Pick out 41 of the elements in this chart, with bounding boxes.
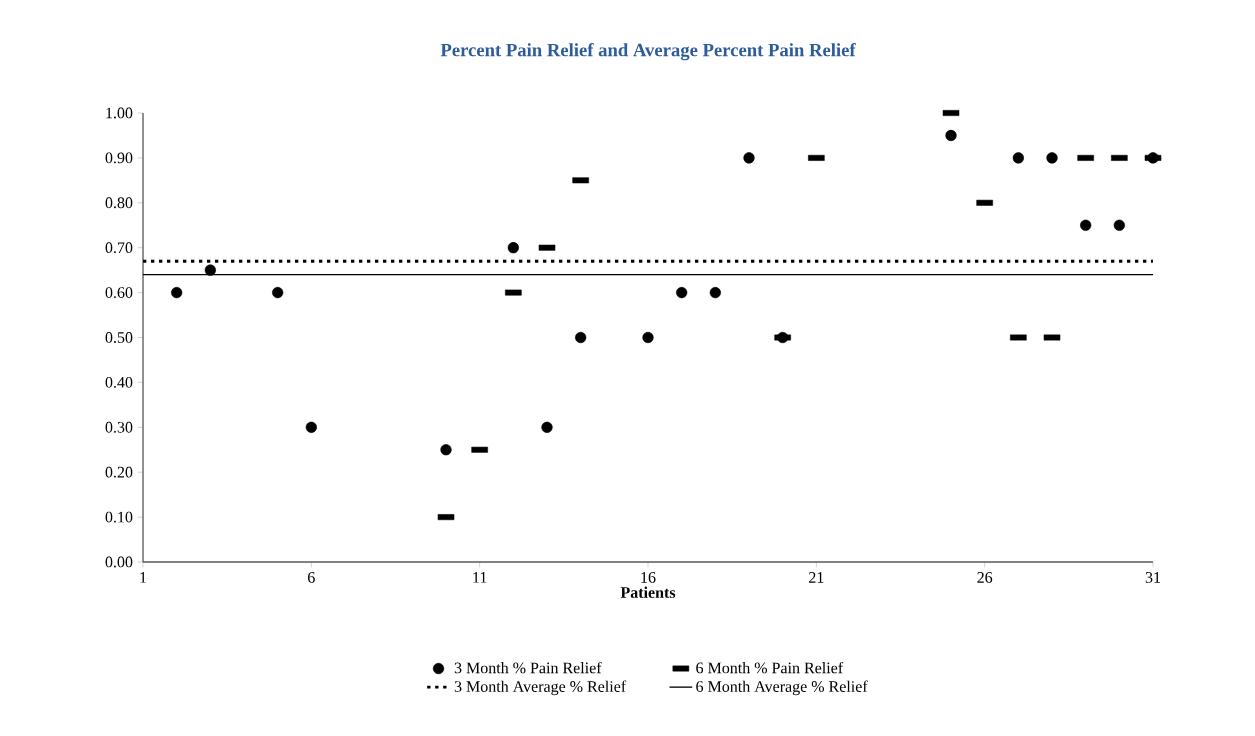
y-tick-label: 0.20 [105,466,133,478]
point [1080,219,1092,231]
x-tick-label: 21 [809,572,824,583]
legend-label: 3 Month % Pain Relief [454,661,602,674]
point [676,286,688,299]
y-tick-label: 0.60 [105,287,133,299]
y-tick-label: 0.00 [105,556,133,568]
point [440,444,452,456]
x-axis-title: Patients [620,586,676,598]
point [1046,152,1058,164]
y-tick-label: 0.30 [105,421,133,433]
y-tick-label: 0.70 [105,242,133,254]
y-tick-label: 0.10 [105,511,133,523]
x-tick-label: 11 [473,572,487,583]
x-tick-label: 16 [641,572,656,583]
point [541,421,553,433]
point [204,264,216,276]
point [1113,219,1125,231]
point [305,421,317,433]
x-tick-label: 26 [977,572,993,583]
point [272,286,284,299]
legend-label: 6 Month % Pain Relief [696,661,844,674]
y-tick-label: 1.00 [106,107,133,119]
y-tick-label: 0.50 [105,332,133,343]
point [945,129,957,142]
chart-title: Percent Pain Relief and Average Percent Pain Relief [440,43,856,61]
x-tick-label: 6 [308,572,315,583]
y-tick-label: 0.40 [105,376,133,388]
point [743,152,755,164]
point [575,331,587,344]
point [171,286,183,299]
point [507,242,519,254]
point [1012,152,1024,164]
legend-label: 6 Month Average % Relief [696,680,868,696]
point [709,286,721,299]
point [642,331,654,344]
legend-label: 3 Month Average % Relief [454,680,627,696]
x-tick-label: 31 [1145,572,1161,583]
y-tick-label: 0.80 [105,197,133,209]
y-tick-label: 0.90 [105,152,133,164]
x-tick-label: 1 [140,572,147,583]
